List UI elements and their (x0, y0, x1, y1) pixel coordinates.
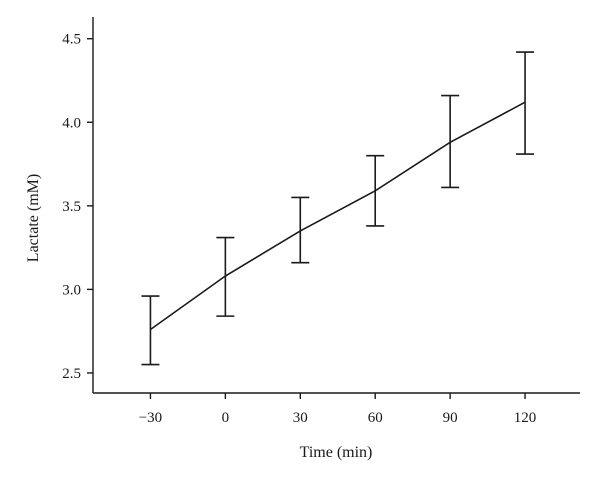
series (149, 101, 526, 331)
tick-marks (87, 38, 526, 399)
axes (92, 17, 580, 394)
x-tick-label: 60 (368, 410, 383, 426)
x-tick-label: 120 (514, 410, 537, 426)
y-tick-label: 4.5 (62, 32, 81, 48)
lactate-series-line (149, 101, 526, 331)
x-tick-label: −30 (139, 410, 162, 426)
tick-labels: 2.5 3.0 3.5 4.0 4.5 −30 0 30 60 90 120 (62, 32, 536, 426)
x-tick-label: 30 (293, 410, 308, 426)
x-tick-label: 90 (443, 410, 458, 426)
x-axis-title: Time (min) (300, 444, 373, 461)
y-tick-label: 3.5 (62, 199, 81, 215)
x-tick-label: 0 (222, 410, 230, 426)
y-tick-label: 3.0 (62, 282, 81, 298)
y-tick-label: 4.0 (62, 115, 81, 131)
error-bars (141, 51, 535, 366)
y-tick-label: 2.5 (62, 366, 81, 382)
y-axis-title: Lactate (mM) (25, 174, 42, 262)
